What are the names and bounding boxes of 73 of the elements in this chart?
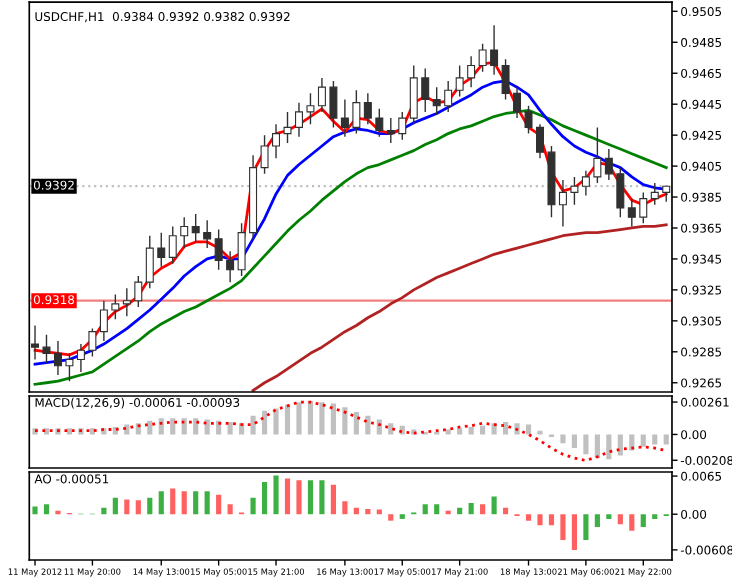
bar: [457, 428, 463, 435]
bar: [32, 506, 38, 515]
bar: [640, 434, 646, 447]
bar: [468, 427, 474, 435]
bar: [330, 403, 336, 435]
bar: [273, 475, 279, 515]
bar: [468, 503, 474, 515]
bar: [112, 497, 118, 515]
bar: [434, 504, 440, 515]
bar: [571, 434, 578, 449]
bar: [422, 504, 428, 515]
bar: [571, 514, 578, 551]
bar: [296, 402, 302, 435]
bar: [227, 504, 233, 515]
bar: [284, 404, 291, 435]
bar: [514, 423, 520, 435]
bar: [629, 514, 635, 531]
bar: [273, 408, 279, 435]
bar: [560, 434, 566, 444]
bar: [261, 410, 268, 435]
bar: [330, 484, 336, 515]
bar: [583, 434, 589, 455]
bar: [388, 514, 394, 521]
bar: [307, 400, 314, 435]
bar: [216, 494, 222, 515]
bar: [170, 418, 176, 435]
bar: [342, 501, 348, 515]
bar: [548, 514, 555, 526]
line-series: [251, 223, 668, 392]
bar: [250, 415, 256, 435]
bar: [147, 497, 153, 515]
bar: [457, 507, 463, 515]
bar: [319, 480, 325, 515]
bar: [181, 418, 187, 435]
bar: [594, 514, 600, 528]
bar: [480, 504, 486, 515]
bar: [101, 507, 107, 515]
bar: [342, 407, 348, 435]
bar: [66, 428, 73, 435]
bar: [388, 423, 394, 435]
bar: [124, 499, 130, 515]
bar: [560, 514, 566, 541]
bar: [158, 491, 164, 515]
line-series: [33, 400, 668, 462]
bar: [307, 480, 314, 515]
bar: [502, 507, 509, 515]
bar: [135, 500, 141, 515]
bar: [537, 514, 543, 526]
bar: [652, 434, 658, 445]
bar: [606, 434, 612, 460]
bar: [193, 491, 199, 515]
bar: [629, 434, 635, 451]
bar: [640, 514, 646, 528]
bar: [594, 434, 600, 459]
bar: [663, 434, 669, 445]
bar: [43, 504, 50, 515]
bar: [296, 480, 302, 515]
bar: [353, 412, 359, 435]
bar: [445, 429, 451, 435]
bar: [617, 514, 623, 525]
bar: [525, 514, 532, 521]
bar: [365, 508, 371, 515]
bar: [617, 434, 623, 456]
bar: [353, 507, 359, 515]
bar: [284, 478, 291, 515]
bar: [583, 514, 589, 541]
bar: [170, 488, 176, 515]
bar: [204, 491, 210, 515]
bar: [491, 496, 497, 515]
bar: [261, 481, 268, 515]
bar: [250, 497, 256, 515]
bar: [319, 402, 325, 435]
bar: [181, 491, 187, 515]
